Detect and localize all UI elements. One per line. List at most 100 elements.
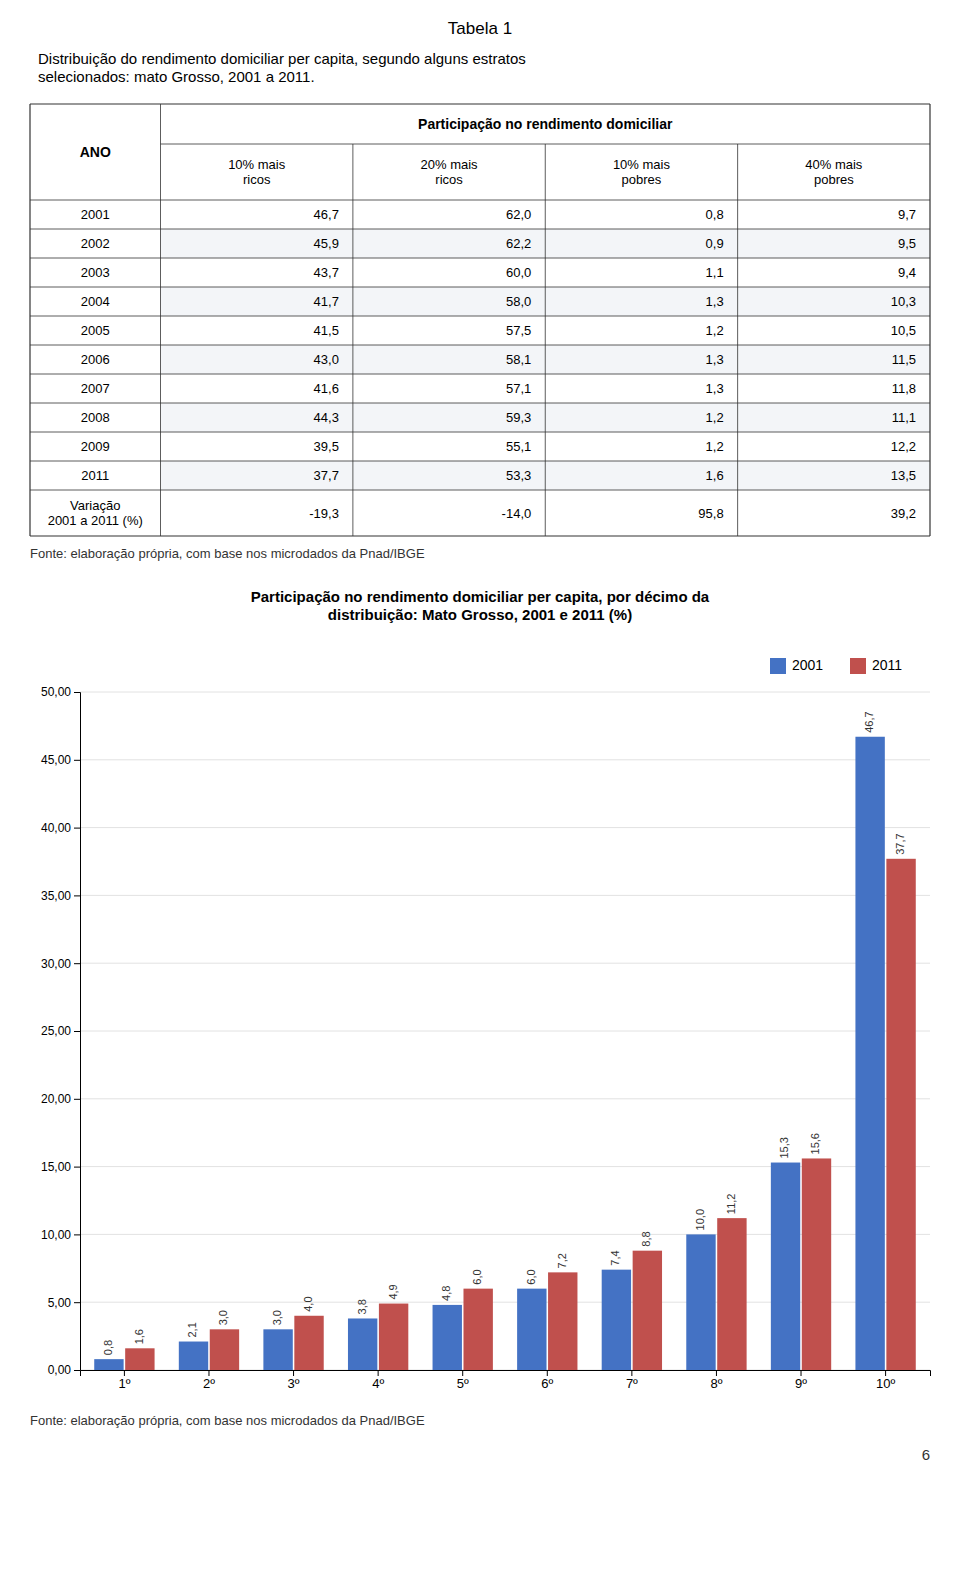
table-cell [545, 403, 737, 432]
x-tick: 5º [457, 1370, 469, 1391]
data-label: 37,7 [894, 833, 906, 854]
table-value: 12,2 [891, 439, 916, 454]
table-value: 9,5 [898, 236, 916, 251]
table-value: 11,8 [892, 381, 916, 396]
page-number: 6 [922, 1446, 930, 1463]
table-value: 1,3 [706, 294, 724, 309]
table-value: 1,2 [706, 410, 724, 425]
table-value: 41,7 [314, 294, 339, 309]
table-cell [161, 403, 353, 432]
tick-label: 6º [541, 1376, 553, 1391]
table-column-header: 10% maispobres [613, 157, 671, 188]
x-tick: 1º [118, 1370, 130, 1391]
y-tick: 35,00 [41, 889, 80, 903]
table-value: 10,3 [891, 294, 916, 309]
bar [633, 1251, 662, 1370]
tick-label: 7º [626, 1376, 638, 1391]
tick-label: 3º [288, 1376, 300, 1391]
table-rule [29, 104, 30, 536]
page: Tabela 1Distribuição do rendimento domic… [0, 0, 960, 1596]
tick-mark [547, 1370, 548, 1376]
tick-label: 2º [203, 1376, 215, 1391]
data-label: 3,8 [356, 1299, 368, 1314]
y-tick: 30,00 [41, 957, 80, 971]
table-value: -19,3 [309, 506, 339, 521]
table-cell [738, 374, 930, 403]
table-cell [353, 403, 545, 432]
table-cell [545, 229, 737, 258]
bar-series [94, 737, 885, 1370]
table-cell [161, 316, 353, 345]
table-row-header: ANO [80, 144, 111, 160]
table-row-label: 2001 [81, 207, 110, 222]
table-cell [738, 490, 930, 536]
y-tick: 5,00 [48, 1296, 80, 1310]
data-label: 7,2 [556, 1253, 568, 1268]
table-value: 1,2 [706, 439, 724, 454]
tick-mark [293, 1370, 294, 1376]
tick-label: 15,00 [41, 1160, 71, 1174]
tick-label: 10,00 [41, 1228, 71, 1242]
tick-mark [124, 1370, 125, 1376]
table-value: 10,5 [891, 323, 916, 338]
table-column-header: 10% maisricos [228, 157, 286, 188]
tick-label: 40,00 [41, 821, 71, 835]
table-cell [545, 490, 737, 536]
table-rule [30, 403, 930, 404]
table-cell [353, 461, 545, 490]
data-label: 2,1 [186, 1322, 198, 1337]
data-label: 4,0 [302, 1296, 314, 1311]
table-value: 57,5 [506, 323, 531, 338]
table-value: 11,1 [892, 410, 916, 425]
table-cell [161, 374, 353, 403]
x-tick: 4º [372, 1370, 384, 1391]
table-cell [161, 490, 353, 536]
data-labels: 0,82,13,03,84,86,07,410,015,346,71,63,04… [102, 711, 906, 1355]
table-rule [30, 535, 930, 536]
table-cell [545, 316, 737, 345]
tick-mark [74, 828, 80, 829]
table-cell [545, 345, 737, 374]
table-value: 1,3 [706, 352, 724, 367]
y-tick: 25,00 [41, 1024, 80, 1038]
table-value: 45,9 [314, 236, 339, 251]
table-cell [738, 461, 930, 490]
table-cell [545, 200, 737, 229]
data-label: 4,8 [440, 1286, 452, 1301]
bar [179, 1342, 208, 1370]
table-value: 44,3 [314, 410, 339, 425]
table-row-label: 2009 [81, 439, 110, 454]
y-tick: 40,00 [41, 821, 80, 835]
table-value: -14,0 [502, 506, 532, 521]
table-cell [738, 287, 930, 316]
table-row-label: 2011 [81, 468, 109, 483]
source-note: Fonte: elaboração própria, com base nos … [30, 1413, 425, 1428]
source-note: Fonte: elaboração própria, com base nos … [30, 546, 425, 561]
table-value: 11,5 [892, 352, 916, 367]
tick-mark [208, 1370, 209, 1376]
data-label: 46,7 [863, 711, 875, 732]
legend: 20012011 [770, 657, 902, 674]
data-label: 6,0 [471, 1269, 483, 1284]
bar [379, 1304, 408, 1370]
legend-label: 2011 [872, 657, 902, 673]
table-value: 43,0 [314, 352, 339, 367]
table-cell [738, 316, 930, 345]
table-rule [30, 316, 930, 317]
table-value: 58,0 [506, 294, 531, 309]
table-cell [161, 345, 353, 374]
tick-label: 9º [795, 1376, 807, 1391]
table-cell [738, 403, 930, 432]
table-rule [30, 345, 930, 346]
table-value: 39,5 [314, 439, 339, 454]
bar [463, 1289, 492, 1370]
tick-mark [74, 1370, 80, 1371]
x-tick: 7º [626, 1370, 638, 1391]
table-value: 41,5 [314, 323, 339, 338]
data-label: 7,4 [609, 1250, 621, 1265]
table-cell [353, 490, 545, 536]
table-row-label: 2003 [81, 265, 110, 280]
table-value: 60,0 [506, 265, 531, 280]
bar [802, 1158, 831, 1370]
x-tick: 10º [876, 1370, 895, 1391]
